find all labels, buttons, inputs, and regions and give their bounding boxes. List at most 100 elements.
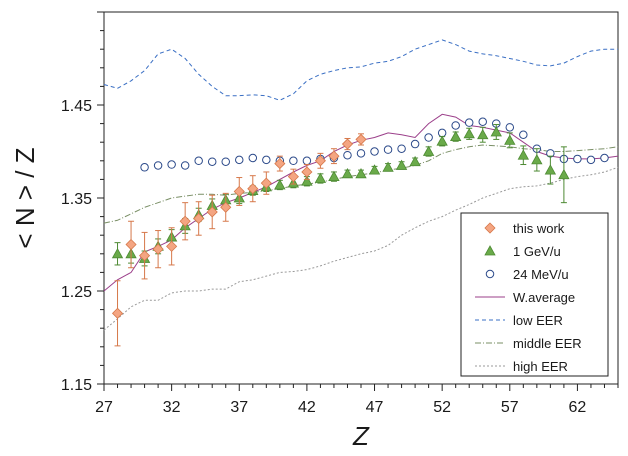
1-gev-u-point bbox=[409, 155, 421, 167]
24-mev-u-point bbox=[167, 160, 176, 169]
this-work-point bbox=[179, 215, 191, 227]
1-gev-u-point bbox=[531, 154, 543, 165]
y-tick-label: 1.45 bbox=[61, 98, 92, 115]
24-mev-u-point bbox=[600, 153, 609, 163]
legend-entry-w-average-label: W.average bbox=[513, 290, 575, 305]
1-gev-u-point bbox=[341, 167, 354, 179]
24-mev-u-point bbox=[153, 161, 163, 170]
1-gev-u-point bbox=[504, 134, 516, 145]
1-gev-u-point bbox=[314, 172, 327, 183]
this-work-point bbox=[260, 177, 272, 189]
1-gev-u-point bbox=[436, 135, 448, 146]
this-work-point bbox=[355, 133, 367, 145]
24-mev-u-point bbox=[370, 147, 379, 156]
24-mev-u-point bbox=[485, 269, 495, 279]
low-eer-line bbox=[103, 39, 618, 101]
24-mev-u-point bbox=[451, 121, 460, 130]
24-mev-u-point bbox=[221, 157, 230, 166]
24-mev-u-point bbox=[194, 156, 203, 166]
x-axis-title: Z bbox=[352, 421, 370, 451]
24-mev-u-point bbox=[397, 144, 406, 153]
this-work-point bbox=[287, 171, 299, 183]
this-work-point bbox=[152, 243, 164, 255]
24-mev-u-point bbox=[383, 145, 393, 154]
x-tick-label: 27 bbox=[95, 399, 113, 416]
x-tick-label: 42 bbox=[298, 399, 316, 416]
x-tick-label: 52 bbox=[433, 399, 451, 416]
1-gev-u-point bbox=[517, 149, 529, 160]
y-tick-label: 1.35 bbox=[61, 191, 92, 208]
24-mev-u-point bbox=[180, 161, 190, 170]
high-eer-line bbox=[103, 166, 619, 331]
x-tick-label: 47 bbox=[366, 399, 384, 416]
x-tick-label: 57 bbox=[501, 399, 519, 416]
24-mev-u-point bbox=[424, 133, 433, 142]
this-work-point bbox=[314, 155, 326, 167]
24-mev-u-point bbox=[248, 153, 258, 163]
series-layer bbox=[103, 39, 619, 347]
this-work-point bbox=[111, 307, 124, 319]
24-mev-u-point bbox=[478, 117, 487, 126]
24-mev-u-point bbox=[140, 163, 149, 172]
this-work-point bbox=[274, 158, 286, 170]
24-mev-u-point bbox=[302, 156, 312, 166]
1-gev-u-point bbox=[382, 161, 394, 172]
this-work-point bbox=[484, 222, 496, 234]
x-tick-label: 32 bbox=[163, 399, 181, 416]
1-gev-u-point bbox=[463, 128, 475, 139]
1-gev-u-point bbox=[355, 167, 367, 179]
1-gev-u-point bbox=[544, 164, 557, 175]
this-work-point bbox=[166, 240, 178, 252]
this-work-point bbox=[247, 183, 259, 195]
24-mev-u-point bbox=[573, 154, 582, 164]
24-mev-u-point bbox=[464, 118, 474, 127]
x-tick-label: 62 bbox=[569, 399, 587, 416]
1-gev-u-point bbox=[274, 179, 286, 190]
legend-entry-low-eer-label: low EER bbox=[513, 313, 563, 328]
this-work-point bbox=[139, 250, 151, 262]
y-tick-label: 1.25 bbox=[61, 284, 92, 301]
24-mev-u-point bbox=[262, 155, 271, 165]
24-mev-u-point bbox=[586, 155, 596, 165]
24-mev-u-point bbox=[207, 157, 217, 166]
this-work-point bbox=[193, 212, 205, 225]
1-gev-u-point bbox=[477, 128, 489, 140]
1-gev-u-point bbox=[111, 247, 124, 259]
middle-eer-line bbox=[103, 144, 619, 224]
1-gev-u-point bbox=[368, 164, 381, 175]
24-mev-u-point bbox=[356, 149, 366, 158]
this-work-point bbox=[301, 166, 313, 178]
1-gev-u-point bbox=[422, 145, 435, 156]
legend-entry-high-eer-label: high EER bbox=[513, 359, 568, 374]
legend: this work 1 GeV/u 24 MeV/u W.average low EER… bbox=[460, 212, 609, 377]
this-work-point bbox=[220, 201, 232, 213]
legend-entry-middle-eer-label: middle EER bbox=[513, 336, 582, 351]
x-tick-label: 37 bbox=[230, 399, 248, 416]
1-gev-u-point bbox=[301, 175, 313, 186]
legend-entry-24-mev-u-label: 24 MeV/u bbox=[513, 267, 569, 282]
24-mev-u-point bbox=[519, 130, 528, 140]
legend-entry-1-gev-u-label: 1 GeV/u bbox=[513, 244, 561, 259]
1-gev-u-point bbox=[395, 159, 408, 170]
24-mev-u-point bbox=[343, 150, 352, 160]
24-mev-u-point bbox=[410, 139, 420, 149]
legend-entry-this-work-label: this work bbox=[513, 221, 565, 236]
24-mev-u-point bbox=[235, 155, 244, 165]
y-tick-label: 1.15 bbox=[61, 377, 92, 394]
this-work-point bbox=[233, 185, 245, 198]
24-mev-u-point bbox=[289, 156, 298, 166]
this-work-point bbox=[206, 206, 218, 218]
1-gev-u-point bbox=[558, 168, 570, 180]
1-gev-u-point bbox=[484, 245, 496, 256]
this-work-point bbox=[328, 150, 340, 162]
1-gev-u-point bbox=[328, 170, 340, 182]
y-axis-title: < N > / Z bbox=[10, 147, 40, 248]
24-mev-u-point bbox=[505, 123, 515, 132]
1-gev-u-point bbox=[490, 126, 502, 137]
this-work-point bbox=[125, 238, 137, 251]
1-gev-u-point bbox=[450, 130, 462, 142]
this-work-point bbox=[341, 138, 354, 150]
axes: 27 32 37 42 47 52 57 62 1.15 1.25 1.35 1.45 bbox=[61, 11, 619, 416]
legend-box bbox=[460, 212, 609, 377]
